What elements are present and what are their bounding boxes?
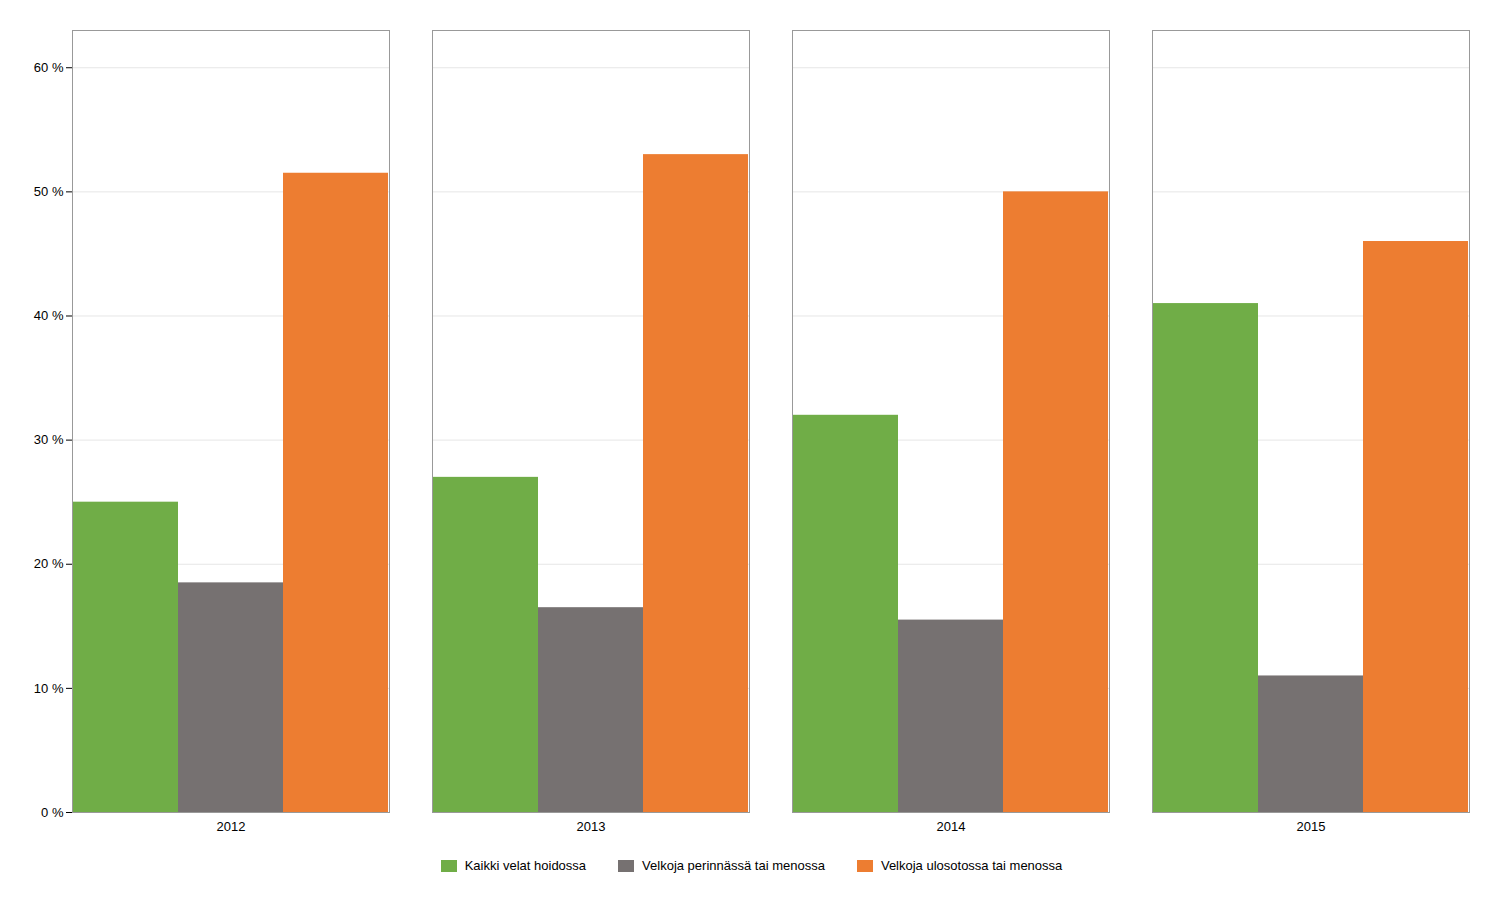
- svg-text:0 %: 0 %: [41, 805, 64, 820]
- svg-text:60 %: 60 %: [34, 60, 64, 75]
- svg-text:2015: 2015: [1297, 819, 1326, 834]
- svg-text:20 %: 20 %: [34, 556, 64, 571]
- html-text:Kaikki velat hoidossa: Kaikki velat hoidossa: [464, 858, 587, 873]
- svg-text:40 %: 40 %: [34, 308, 64, 323]
- svg-text:2014: 2014: [937, 819, 966, 834]
- html-text:Velkoja perinnässä tai menossa: Velkoja perinnässä tai menossa: [642, 858, 825, 873]
- svg-text:50 %: 50 %: [34, 184, 64, 199]
- svg-text:2013: 2013: [577, 819, 606, 834]
- svg-text:30 %: 30 %: [34, 432, 64, 447]
- html-text:Velkoja ulosotossa tai menossa: Velkoja ulosotossa tai menossa: [880, 858, 1063, 873]
- svg-text:2012: 2012: [217, 819, 246, 834]
- svg-text:10 %: 10 %: [34, 681, 64, 696]
